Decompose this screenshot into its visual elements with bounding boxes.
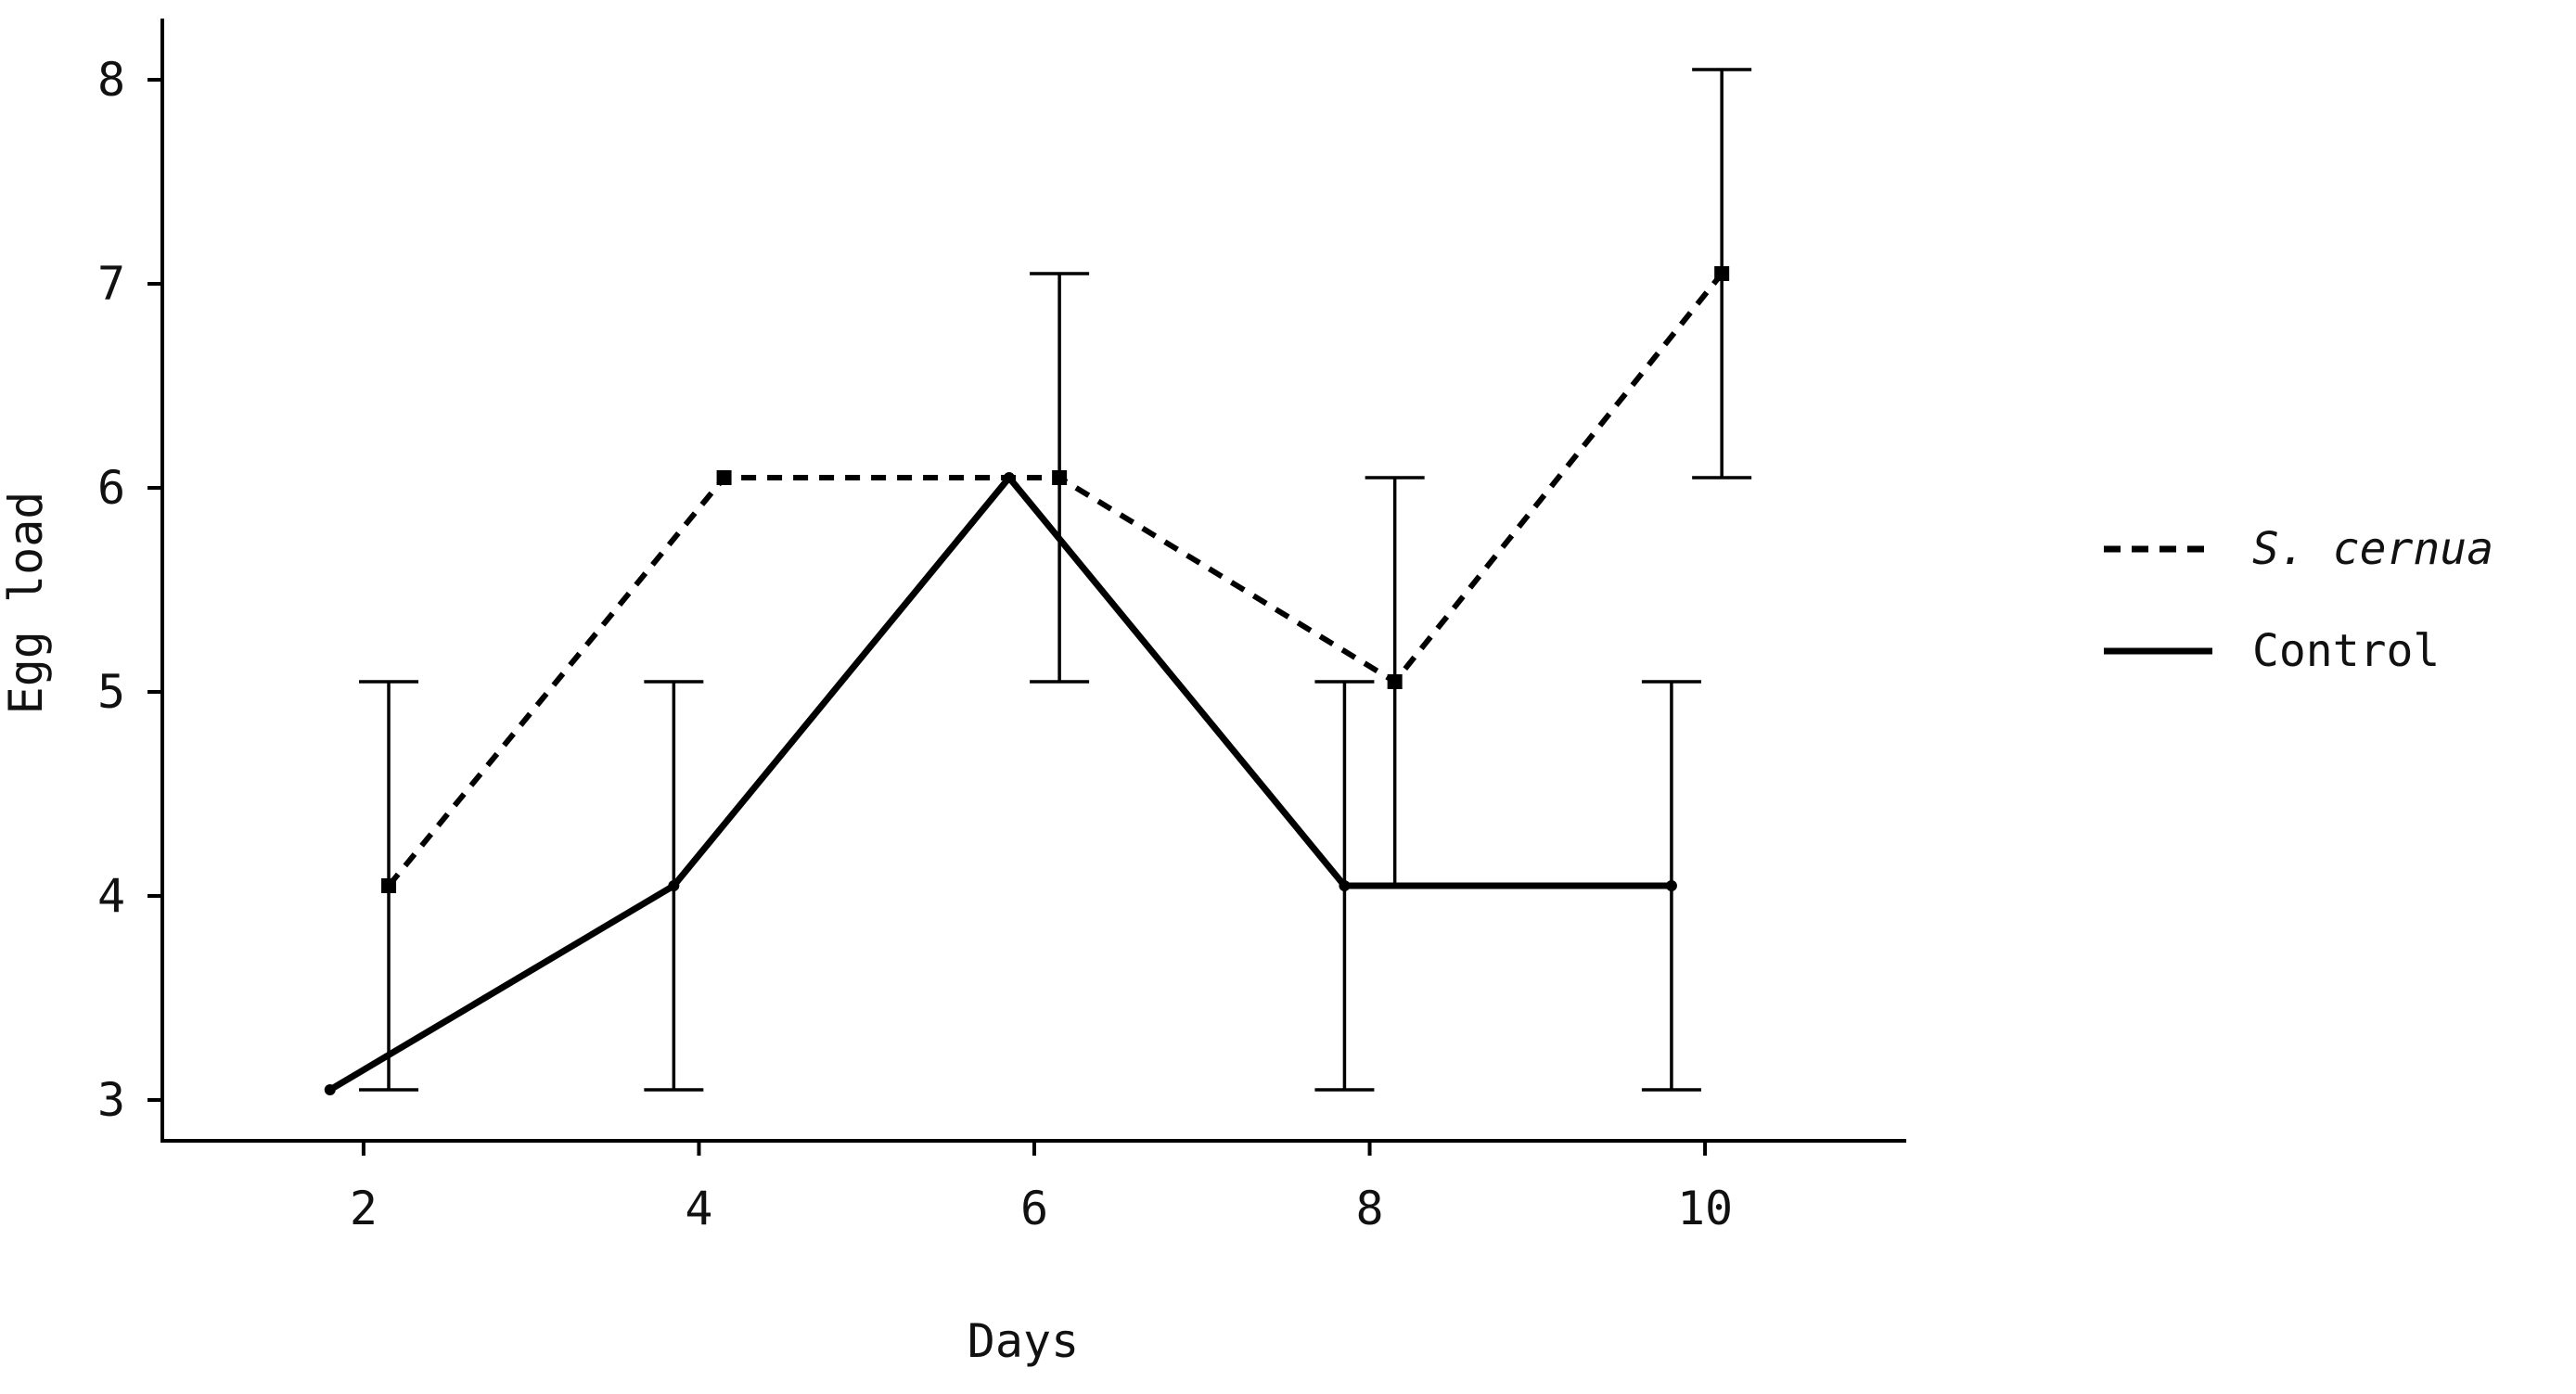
y-tick-label: 8 xyxy=(97,53,125,107)
legend: S. cernua Control xyxy=(2104,523,2493,677)
y-tick-label: 7 xyxy=(97,257,125,311)
legend-label: Control xyxy=(2252,625,2440,677)
series-line-dashed xyxy=(386,272,1724,888)
data-point xyxy=(324,1084,336,1095)
axes: 2 4 6 8 10 3 4 5 6 7 8 xyxy=(97,19,1906,1235)
x-tick-label: 4 xyxy=(685,1182,712,1235)
y-tick-label: 5 xyxy=(97,665,125,719)
x-tick-label: 10 xyxy=(1677,1182,1733,1235)
data-point xyxy=(1387,674,1403,689)
data-point xyxy=(716,470,732,485)
data-point xyxy=(1339,880,1351,891)
series-line-solid xyxy=(327,474,1672,1093)
series-lines xyxy=(327,272,1724,1093)
data-point xyxy=(1665,880,1677,891)
x-tick-label: 2 xyxy=(350,1182,378,1235)
y-tick-label: 3 xyxy=(97,1073,125,1127)
data-point xyxy=(381,878,397,893)
x-axis-title: Days xyxy=(968,1314,1079,1368)
x-tick-label: 8 xyxy=(1355,1182,1383,1235)
data-point xyxy=(1714,266,1730,281)
legend-label: S. cernua xyxy=(2252,523,2493,575)
data-point xyxy=(1003,472,1015,483)
error-bars xyxy=(359,68,1752,1092)
y-tick-label: 6 xyxy=(97,461,125,515)
y-tick-label: 4 xyxy=(97,869,125,923)
data-point xyxy=(668,880,680,891)
x-tick-label: 6 xyxy=(1020,1182,1048,1235)
y-axis-title: Egg load xyxy=(0,492,53,715)
data-points xyxy=(324,266,1730,1095)
data-point xyxy=(1052,470,1068,485)
